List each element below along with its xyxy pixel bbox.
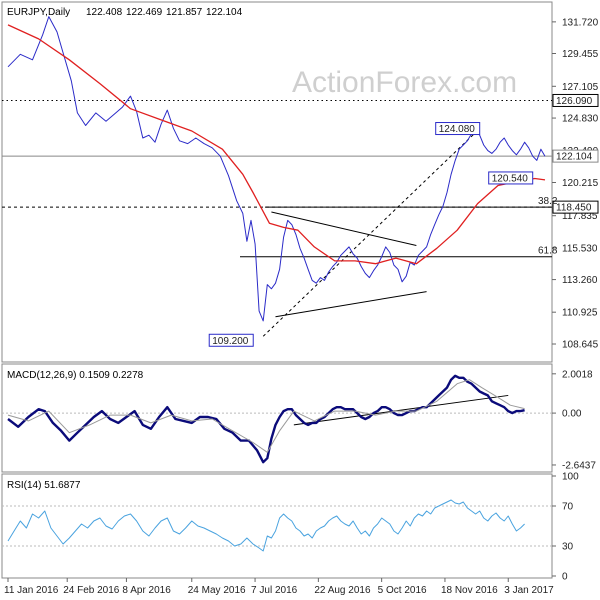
- price-y-tick-label: 124.830: [562, 114, 599, 125]
- x-tick-label: 11 Jan 2016: [4, 585, 59, 596]
- rsi-y-tick-label: 100: [562, 472, 579, 483]
- rsi-y-tick-label: 0: [562, 572, 568, 583]
- level-tag-label: 118.450: [556, 203, 592, 214]
- macd-panel-frame: [1, 363, 553, 473]
- price-panel-frame: [1, 1, 553, 363]
- x-tick-label: 8 Apr 2016: [122, 585, 171, 596]
- x-tick-label: 18 Nov 2016: [441, 585, 498, 596]
- annotation-label: 120.540: [492, 173, 529, 184]
- price-y-tick-label: 120.215: [562, 178, 599, 189]
- fib-label: 38.2: [538, 196, 558, 207]
- trend-line: [262, 128, 481, 337]
- level-tag-box: [552, 93, 599, 107]
- ohlc-high: 122.469: [126, 7, 163, 18]
- trend-line: [275, 291, 427, 318]
- x-tick-label: 24 May 2016: [188, 585, 246, 596]
- annotation-label: 109.200: [212, 336, 249, 347]
- macd-y-tick-label: 0.00: [562, 409, 582, 420]
- x-tick-label: 5 Oct 2016: [378, 585, 427, 596]
- chart-title: EURJPY,Daily: [7, 7, 70, 18]
- macd-y-tick-label: 2.0018: [562, 369, 593, 380]
- annotation-box: [208, 333, 254, 347]
- price-y-tick-label: 127.105: [562, 82, 599, 93]
- trend-line: [271, 211, 417, 247]
- macd-title: MACD(12,26,9) 0.1509 0.2278: [7, 370, 144, 381]
- macd-series-line: [7, 374, 525, 464]
- trend-line: [293, 394, 509, 426]
- price-series-line: [7, 16, 546, 322]
- rsi-y-tick-label: 30: [562, 542, 574, 553]
- price-series-line: [7, 24, 546, 265]
- level-tag-box: [552, 200, 599, 214]
- level-tag-label: 126.090: [556, 96, 593, 107]
- annotation-box: [435, 122, 481, 136]
- macd-panel: 2.0018 0.00 -2.6437: [2, 369, 596, 471]
- macd-y-tick-label: -2.6437: [562, 460, 596, 471]
- price-y-tick-label: 113.260: [562, 275, 598, 286]
- price-y-tick-label: 115.530: [562, 243, 598, 254]
- annotation-label: 124.080: [439, 124, 476, 135]
- price-y-tick-label: 110.925: [562, 308, 598, 319]
- rsi-y-tick-label: 70: [562, 502, 574, 513]
- x-tick-label: 3 Jan 2017: [504, 585, 554, 596]
- x-axis: 11 Jan 2016 24 Feb 2016 8 Apr 2016 24 May 2…: [4, 578, 554, 596]
- price-y-tick-label: 131.720: [562, 17, 599, 28]
- ohlc-open: 122.408: [86, 7, 123, 18]
- x-tick-label: 24 Feb 2016: [63, 585, 120, 596]
- x-tick-label: 7 Jul 2016: [251, 585, 298, 596]
- x-tick-label: 22 Aug 2016: [314, 585, 371, 596]
- rsi-panel-frame: [1, 473, 553, 579]
- watermark: ActionForex.com: [292, 66, 517, 99]
- annotation-box: [488, 171, 534, 185]
- level-tag-label: 122.104: [556, 152, 593, 163]
- price-y-tick-label: 108.645: [562, 340, 599, 351]
- fib-label: 61.8: [538, 246, 558, 257]
- ohlc-close: 122.104: [206, 7, 243, 18]
- rsi-title: RSI(14) 51.6877: [7, 480, 81, 491]
- price-y-tick-label: 117.835: [562, 211, 598, 222]
- rsi-panel: 100 70 30 0: [2, 472, 579, 583]
- price-panel: 131.720129.455127.105124.830122.490120.2…: [2, 16, 599, 351]
- macd-series-line: [7, 379, 525, 453]
- ohlc-low: 121.857: [166, 7, 203, 18]
- price-y-tick-label: 129.455: [562, 49, 599, 60]
- level-tag-box: [552, 149, 599, 163]
- rsi-series-line: [7, 499, 525, 552]
